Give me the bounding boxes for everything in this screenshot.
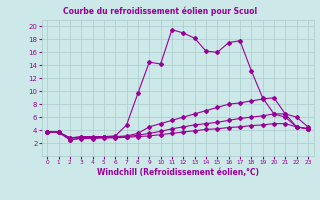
Text: Courbe du refroidissement éolien pour Scuol: Courbe du refroidissement éolien pour Sc… <box>63 6 257 16</box>
X-axis label: Windchill (Refroidissement éolien,°C): Windchill (Refroidissement éolien,°C) <box>97 168 259 177</box>
